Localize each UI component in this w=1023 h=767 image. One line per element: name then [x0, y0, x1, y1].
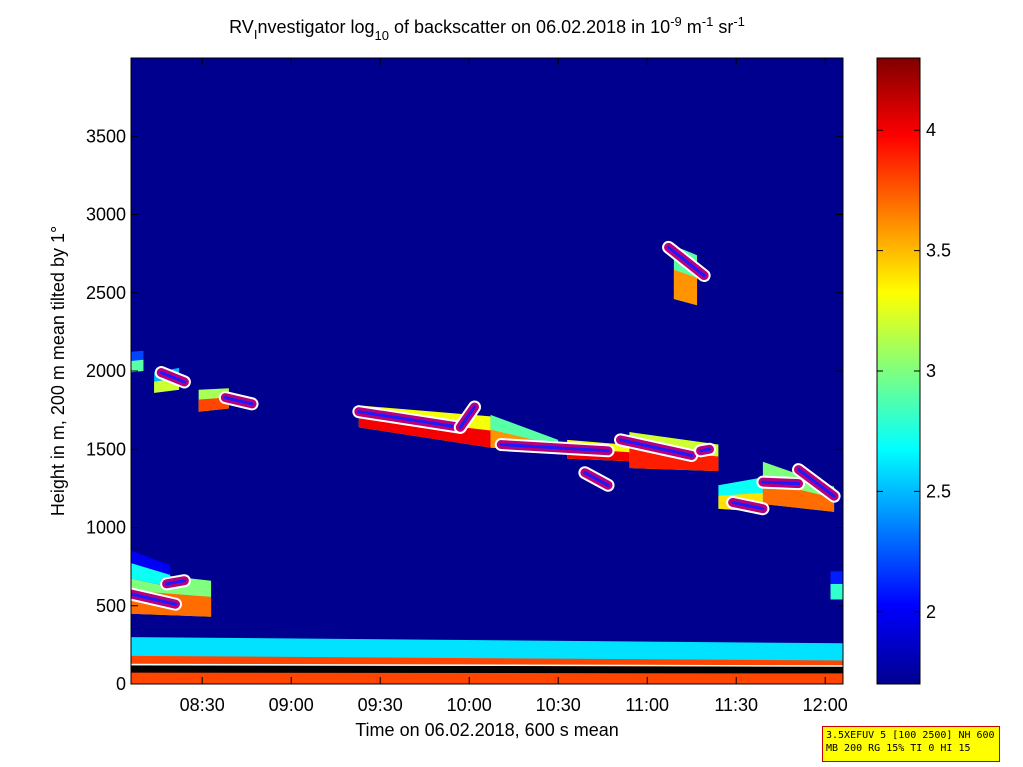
- boundary-layer-base-line: [131, 665, 843, 674]
- colorbar: [876, 57, 921, 685]
- y-axis: 0 500 1000 1500 2000 2500 3000 3500: [86, 126, 843, 694]
- colorbar-axis: 2 2.5 3 3.5 4: [877, 120, 951, 622]
- cloud-base-marker-center-10: [731, 500, 765, 511]
- y-tick-label-1: 500: [96, 596, 126, 616]
- cloud-base-marker-center-12: [797, 468, 836, 498]
- cloud-base-marker-center-11: [761, 480, 800, 486]
- cloud-base-marker-center-7: [583, 471, 610, 487]
- y-tick-label-3: 1500: [86, 439, 126, 459]
- cloud-base-marker-center-4: [357, 410, 462, 429]
- y-tick-label-5: 2500: [86, 283, 126, 303]
- x-tick-label-0: 08:30: [180, 695, 225, 715]
- cloud-layer-core-3: [358, 415, 491, 448]
- cloud-base-marker-center-0: [131, 592, 177, 606]
- y-tick-label-0: 0: [116, 674, 126, 694]
- cloud-base-marker-center-1: [165, 579, 186, 586]
- x-tick-label-2: 09:30: [358, 695, 403, 715]
- processing-info-box: 3.5XEFUV 5 [100 2500] NH 600 MB 200 RG 1…: [822, 726, 1000, 762]
- y-axis-label: Height in m, 200 m mean tilted by 1°: [48, 226, 68, 516]
- cloud-base-marker-center-5: [458, 405, 477, 429]
- info-line-1: 3.5XEFUV 5 [100 2500] NH 600: [826, 730, 995, 741]
- y-tick-label-2: 1000: [86, 518, 126, 538]
- x-tick-label-4: 10:30: [536, 695, 581, 715]
- cloud-base-marker-center-13: [699, 447, 711, 453]
- colorbar-tick-label-1: 2.5: [926, 481, 951, 501]
- colorbar-tick-label-0: 2: [926, 602, 936, 622]
- x-axis: 08:30 09:00 09:30 10:00 10:30 11:00 11:30 12:00: [180, 58, 848, 715]
- cloud-base-marker-center-6: [499, 443, 610, 453]
- chart-title: RVInvestigator log10 of backscatter on 0…: [229, 14, 745, 43]
- cloud-layer-core-11: [131, 563, 171, 587]
- cloud-base-marker-center-2: [159, 371, 186, 384]
- x-axis-label: Time on 06.02.2018, 600 s mean: [355, 720, 619, 740]
- cloud-base-marker-center-9: [667, 245, 706, 278]
- x-tick-label-6: 11:30: [714, 695, 758, 715]
- colorbar-tick-label-4: 4: [926, 120, 936, 140]
- x-tick-label-5: 11:00: [625, 695, 669, 715]
- boundary-layer-top-line: [131, 663, 843, 667]
- y-tick-label-4: 2000: [86, 361, 126, 381]
- plot-background: [131, 58, 843, 684]
- cloud-layer-core-7: [673, 269, 698, 306]
- cloud-layer-core-6: [629, 448, 719, 472]
- x-tick-label-7: 12:00: [803, 695, 848, 715]
- colorbar-tick-label-3: 3.5: [926, 241, 951, 261]
- y-tick-label-6: 3000: [86, 205, 126, 225]
- cloud-base-marker-center-3: [223, 396, 254, 406]
- x-tick-label-1: 09:00: [269, 695, 314, 715]
- colorbar-tick-label-2: 3: [926, 361, 936, 381]
- cloud-base-marker-center-8: [619, 438, 694, 458]
- y-tick-label-7: 3500: [86, 126, 126, 146]
- cloud-layer-core-12: [830, 583, 843, 600]
- info-line-2: MB 200 RG 15% TI 0 HI 15: [826, 743, 971, 754]
- cloud-base-markers: [131, 240, 841, 611]
- cloud-layer-core-0: [131, 359, 144, 373]
- x-tick-label-3: 10:00: [447, 695, 492, 715]
